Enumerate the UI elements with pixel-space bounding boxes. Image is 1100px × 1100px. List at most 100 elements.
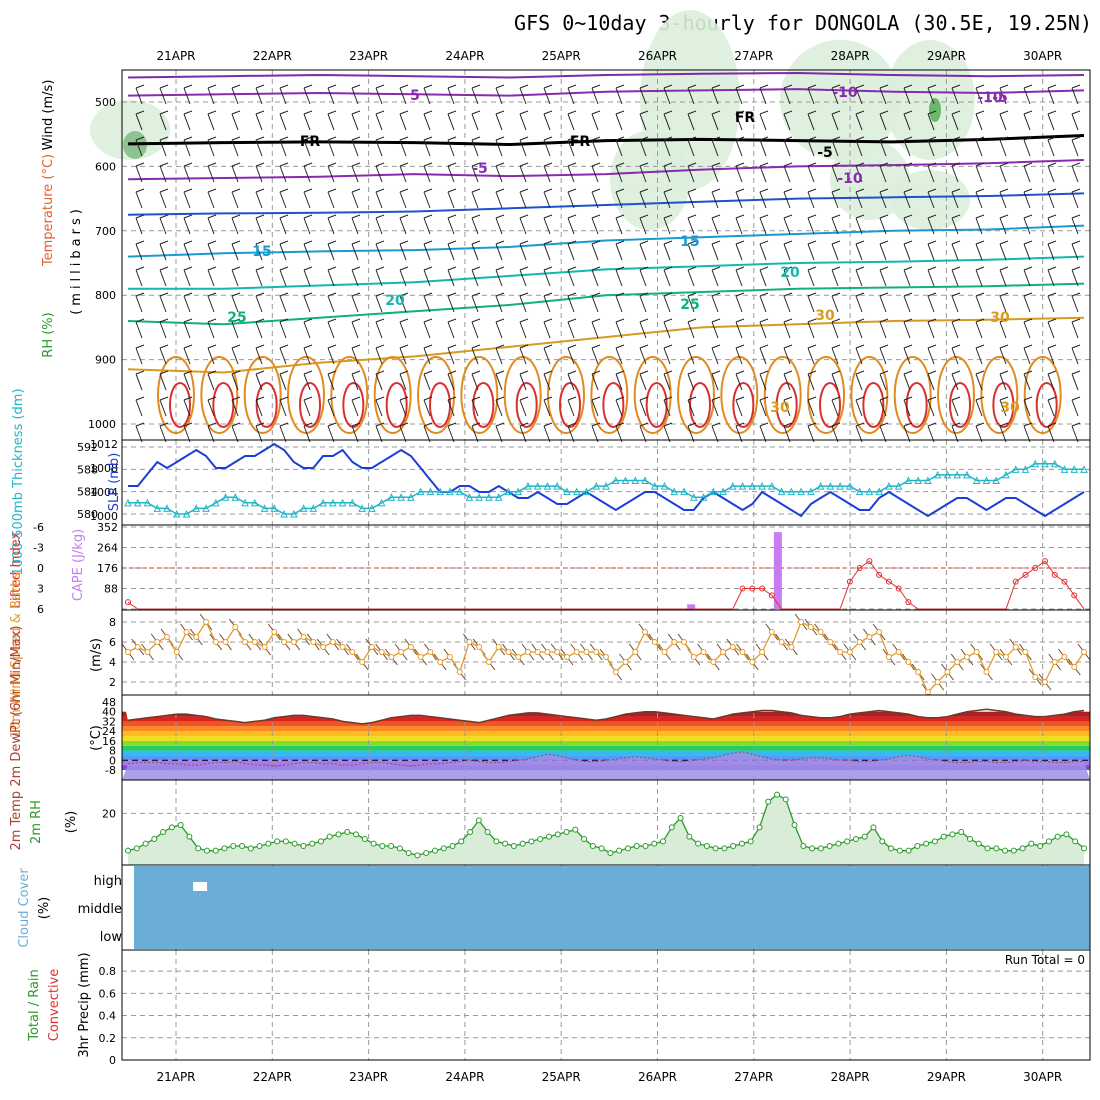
wind-barb-flag [615,422,625,427]
rh-marker [852,836,859,842]
rh-marker [537,836,544,842]
thickness-marker [251,498,259,507]
cape-bar [773,532,782,609]
wind-barb [951,269,959,287]
wind-barb [351,217,359,235]
rh-marker [923,840,930,847]
wind-barb-flag [759,318,769,323]
date-label-bottom: 23APR [349,1070,388,1084]
wind-barb-flag [135,110,145,115]
wind-barb [543,399,551,417]
wind-barb [207,373,215,391]
wind-barb-flag [663,292,673,297]
rh-shade-blob [610,130,690,230]
wind-barb-flag [735,110,745,115]
date-label-bottom: 21APR [156,1070,195,1084]
wind-barb [303,139,311,157]
wind-barb-flag [279,162,289,167]
rh-marker [370,840,377,847]
rh-marker [282,838,289,845]
wind-barb-flag [231,266,241,271]
wind-barb-flag [135,240,145,245]
wind-barb [999,217,1007,235]
thickness-marker [602,481,610,490]
wind-barb [783,269,791,287]
lifted-index-marker [759,585,766,592]
thickness-marker [553,481,562,490]
thickness-marker [446,487,454,496]
isotherm-loop [373,356,412,434]
wind-barb [495,373,503,391]
wind-barb-flag [759,110,769,115]
wind-barb-flag [951,318,961,323]
wind-barb-flag [519,240,529,245]
wind-barb [1071,191,1079,209]
rh-marker [791,822,798,828]
wind-barb [831,295,839,313]
wind-barb [831,217,839,235]
wind-barb-flag [447,344,457,349]
wind-barb-flag [927,188,937,193]
wind-barb [495,347,503,365]
wind-speed-marker [846,649,853,655]
wind-barb [807,373,815,391]
thickness-marker [875,487,883,496]
rh-marker [738,840,745,847]
wind-barb [735,243,743,261]
wind-barb-flag [975,370,985,375]
wind-barb [303,425,311,443]
wind-barb [471,399,479,417]
wind-barb-flag [951,110,961,115]
wind-barb [711,87,719,105]
wind-barb-flag [639,110,649,115]
wind-barb [519,425,527,443]
wind-barb-flag [783,422,793,427]
wind-barb-flag [351,110,361,115]
wind-barb-flag [351,240,361,245]
wind-speed-marker [476,644,483,650]
wind-barb [303,347,311,365]
wind-barb [231,139,239,157]
pressure-tick-label: 900 [95,354,116,367]
rh-marker [879,838,886,845]
wind-barb [999,321,1007,339]
wind-barb-flag [231,422,241,427]
wind-barb [639,243,647,261]
wind-barb-flag [519,110,529,115]
wind-barb [687,347,695,365]
wind-barb-flag [1071,162,1081,167]
wind-barb [399,191,407,209]
wind-speed-marker [193,634,200,640]
wind-barb [927,113,935,131]
wind-barb-flag [591,136,601,141]
wind-barb-flag [591,422,601,427]
wind-barb [663,269,671,287]
wind-barb [471,139,479,157]
thickness-marker [729,481,737,490]
wind-speed-marker [271,629,278,635]
isotherm-loop [763,356,802,434]
date-label-top: 22APR [253,49,292,63]
wind-speed-marker [700,649,707,655]
isotherm-label: FR [735,110,756,126]
thickness-marker [270,504,279,512]
wind-barb-flag [543,188,553,193]
wind-barb [1071,243,1079,261]
isotherm-loop-inner [949,382,972,428]
wind-barb [807,165,815,183]
wind-speed-marker [134,644,141,650]
wind-barb [1071,139,1079,157]
wind-barb [1023,139,1031,157]
wind-barb-flag [471,370,481,375]
wind-barb [183,139,191,157]
wind-barb-flag [303,110,313,115]
precip-tick-label: 0.6 [99,987,117,1000]
wind-barb [711,217,719,235]
wind-barb-flag [303,84,313,89]
wind-barb [831,191,839,209]
wind-barb [639,87,647,105]
wind-barb-flag [183,162,193,167]
wind-barb [879,217,887,235]
wind-speed-marker [398,649,405,655]
wind-barb-flag [975,110,985,115]
